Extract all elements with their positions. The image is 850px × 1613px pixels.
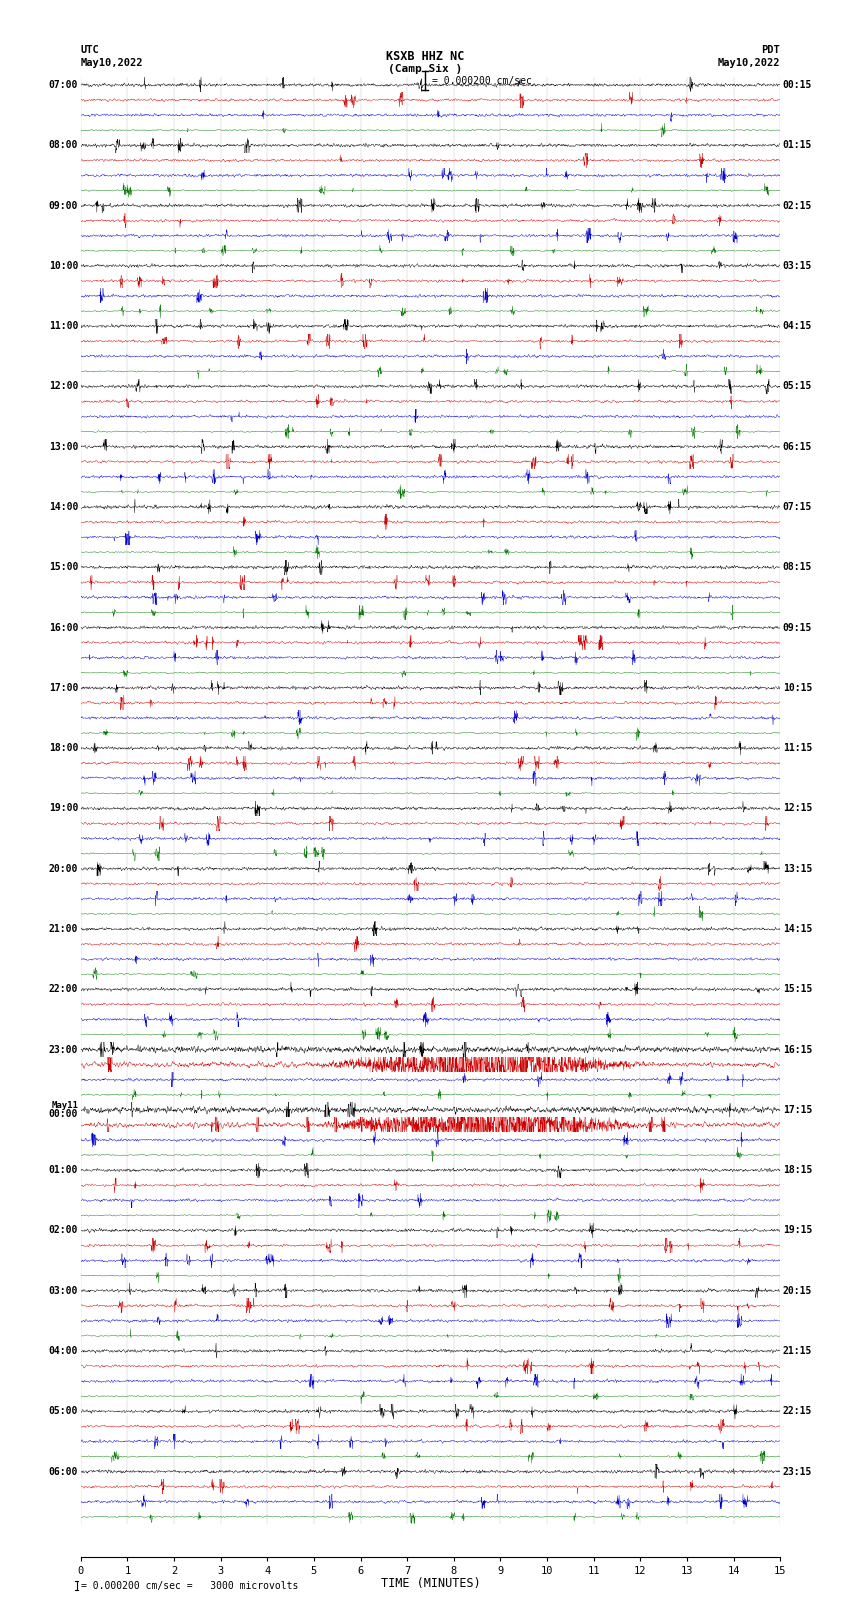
Text: 06:15: 06:15 bbox=[783, 442, 813, 452]
Text: 21:15: 21:15 bbox=[783, 1345, 813, 1357]
Text: 20:15: 20:15 bbox=[783, 1286, 813, 1295]
Text: 03:00: 03:00 bbox=[48, 1286, 78, 1295]
Text: 18:00: 18:00 bbox=[48, 744, 78, 753]
Text: = 0.000200 cm/sec: = 0.000200 cm/sec bbox=[432, 76, 532, 85]
Text: UTC: UTC bbox=[81, 45, 99, 55]
Text: 07:15: 07:15 bbox=[783, 502, 813, 511]
Text: 17:15: 17:15 bbox=[783, 1105, 813, 1115]
Text: PDT: PDT bbox=[762, 45, 780, 55]
Text: 15:00: 15:00 bbox=[48, 563, 78, 573]
Text: May10,2022: May10,2022 bbox=[81, 58, 144, 68]
Text: 22:00: 22:00 bbox=[48, 984, 78, 994]
Text: 23:15: 23:15 bbox=[783, 1466, 813, 1476]
Text: 03:15: 03:15 bbox=[783, 261, 813, 271]
Text: 10:15: 10:15 bbox=[783, 682, 813, 694]
Text: 02:15: 02:15 bbox=[783, 200, 813, 211]
X-axis label: TIME (MINUTES): TIME (MINUTES) bbox=[381, 1578, 480, 1590]
Text: 04:00: 04:00 bbox=[48, 1345, 78, 1357]
Text: 19:15: 19:15 bbox=[783, 1226, 813, 1236]
Text: 04:15: 04:15 bbox=[783, 321, 813, 331]
Text: May11: May11 bbox=[51, 1100, 78, 1110]
Text: May10,2022: May10,2022 bbox=[717, 58, 780, 68]
Text: 12:15: 12:15 bbox=[783, 803, 813, 813]
Text: 16:00: 16:00 bbox=[48, 623, 78, 632]
Text: 21:00: 21:00 bbox=[48, 924, 78, 934]
Text: 05:15: 05:15 bbox=[783, 381, 813, 392]
Text: 06:00: 06:00 bbox=[48, 1466, 78, 1476]
Text: 01:15: 01:15 bbox=[783, 140, 813, 150]
Text: 09:00: 09:00 bbox=[48, 200, 78, 211]
Text: 23:00: 23:00 bbox=[48, 1045, 78, 1055]
Text: 15:15: 15:15 bbox=[783, 984, 813, 994]
Text: 05:00: 05:00 bbox=[48, 1407, 78, 1416]
Text: 13:15: 13:15 bbox=[783, 863, 813, 874]
Text: = 0.000200 cm/sec =   3000 microvolts: = 0.000200 cm/sec = 3000 microvolts bbox=[81, 1581, 298, 1590]
Text: 08:15: 08:15 bbox=[783, 563, 813, 573]
Text: 14:00: 14:00 bbox=[48, 502, 78, 511]
Text: 07:00: 07:00 bbox=[48, 81, 78, 90]
Text: 11:00: 11:00 bbox=[48, 321, 78, 331]
Text: (Camp Six ): (Camp Six ) bbox=[388, 65, 462, 74]
Text: 17:00: 17:00 bbox=[48, 682, 78, 694]
Text: 08:00: 08:00 bbox=[48, 140, 78, 150]
Text: 18:15: 18:15 bbox=[783, 1165, 813, 1176]
Text: 13:00: 13:00 bbox=[48, 442, 78, 452]
Text: 14:15: 14:15 bbox=[783, 924, 813, 934]
Text: 01:00: 01:00 bbox=[48, 1165, 78, 1176]
Text: 11:15: 11:15 bbox=[783, 744, 813, 753]
Text: KSXB HHZ NC: KSXB HHZ NC bbox=[386, 50, 464, 63]
Text: 10:00: 10:00 bbox=[48, 261, 78, 271]
Text: 16:15: 16:15 bbox=[783, 1045, 813, 1055]
Text: 20:00: 20:00 bbox=[48, 863, 78, 874]
Text: 12:00: 12:00 bbox=[48, 381, 78, 392]
Text: 00:15: 00:15 bbox=[783, 81, 813, 90]
Text: 22:15: 22:15 bbox=[783, 1407, 813, 1416]
Text: 09:15: 09:15 bbox=[783, 623, 813, 632]
Text: 02:00: 02:00 bbox=[48, 1226, 78, 1236]
Text: 19:00: 19:00 bbox=[48, 803, 78, 813]
Text: 00:00: 00:00 bbox=[48, 1110, 78, 1119]
